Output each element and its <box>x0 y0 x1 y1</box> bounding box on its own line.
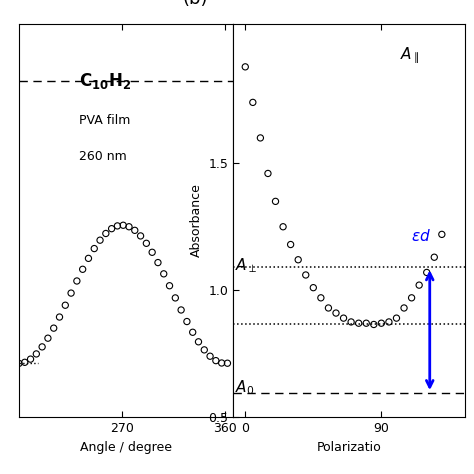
Point <box>160 270 167 278</box>
Point <box>201 346 208 354</box>
Point <box>33 350 40 358</box>
Point <box>256 134 264 142</box>
Text: $A_{\parallel}$: $A_{\parallel}$ <box>400 46 419 66</box>
Text: $\mathbf{C_{10}H_2}$: $\mathbf{C_{10}H_2}$ <box>79 71 131 91</box>
Point <box>438 230 446 238</box>
Point <box>85 255 92 262</box>
Point <box>287 241 294 248</box>
Point <box>317 294 325 301</box>
Point <box>189 328 197 336</box>
Point <box>125 223 133 230</box>
Point <box>102 230 109 237</box>
Point <box>310 284 317 292</box>
Point <box>423 269 430 276</box>
Point <box>408 294 415 301</box>
Point <box>195 338 202 346</box>
Point <box>91 245 98 252</box>
Point <box>108 225 115 232</box>
Point <box>137 232 145 240</box>
Point <box>400 304 408 312</box>
Text: $\varepsilon d$: $\varepsilon d$ <box>411 228 431 244</box>
Point <box>114 222 121 230</box>
Point <box>183 318 191 325</box>
Point <box>392 314 400 322</box>
Point <box>212 357 219 365</box>
Point <box>27 356 34 363</box>
Point <box>264 170 272 177</box>
Point <box>50 324 57 332</box>
Point <box>67 289 75 297</box>
Point <box>272 198 279 205</box>
Text: 260 nm: 260 nm <box>79 150 127 163</box>
Point <box>79 265 86 273</box>
Text: PVA film: PVA film <box>79 114 130 127</box>
Point <box>430 254 438 261</box>
Point <box>340 314 347 322</box>
Point <box>21 358 28 366</box>
Point <box>355 319 363 327</box>
Text: (b): (b) <box>182 0 208 8</box>
Point <box>119 221 127 229</box>
Point <box>294 256 302 264</box>
Point <box>154 259 162 266</box>
Point <box>38 343 46 351</box>
Point <box>385 318 392 326</box>
Point <box>73 277 81 285</box>
Y-axis label: Absorbance: Absorbance <box>190 183 203 257</box>
X-axis label: Angle / degree: Angle / degree <box>80 440 172 454</box>
X-axis label: Polarizatio: Polarizatio <box>317 440 381 454</box>
Point <box>15 360 23 367</box>
Point <box>166 282 173 290</box>
Point <box>131 227 138 234</box>
Point <box>172 294 179 302</box>
Point <box>206 353 214 360</box>
Point <box>177 306 185 314</box>
Point <box>347 318 355 326</box>
Point <box>249 99 256 106</box>
Point <box>325 304 332 312</box>
Point <box>370 321 378 328</box>
Point <box>279 223 287 230</box>
Point <box>415 282 423 289</box>
Point <box>148 248 156 256</box>
Point <box>44 334 52 342</box>
Point <box>56 313 64 321</box>
Text: $A_0$: $A_0$ <box>236 378 255 397</box>
Point <box>218 359 226 367</box>
Text: $A_{\perp}$: $A_{\perp}$ <box>236 256 257 275</box>
Point <box>378 319 385 327</box>
Point <box>241 63 249 71</box>
Point <box>143 239 150 247</box>
Point <box>302 271 310 279</box>
Point <box>96 237 104 244</box>
Point <box>363 319 370 327</box>
Point <box>62 301 69 309</box>
Point <box>224 359 231 367</box>
Point <box>332 309 340 317</box>
